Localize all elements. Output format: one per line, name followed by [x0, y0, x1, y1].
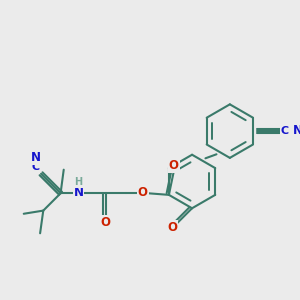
Text: N: N [74, 186, 83, 199]
Text: O: O [100, 216, 110, 230]
Text: O: O [138, 186, 148, 199]
Text: C: C [31, 163, 39, 172]
Text: O: O [167, 221, 178, 234]
Text: O: O [169, 159, 178, 172]
Text: N: N [30, 151, 40, 164]
Text: N: N [292, 124, 300, 137]
Text: H: H [74, 177, 83, 187]
Text: C: C [281, 126, 289, 136]
